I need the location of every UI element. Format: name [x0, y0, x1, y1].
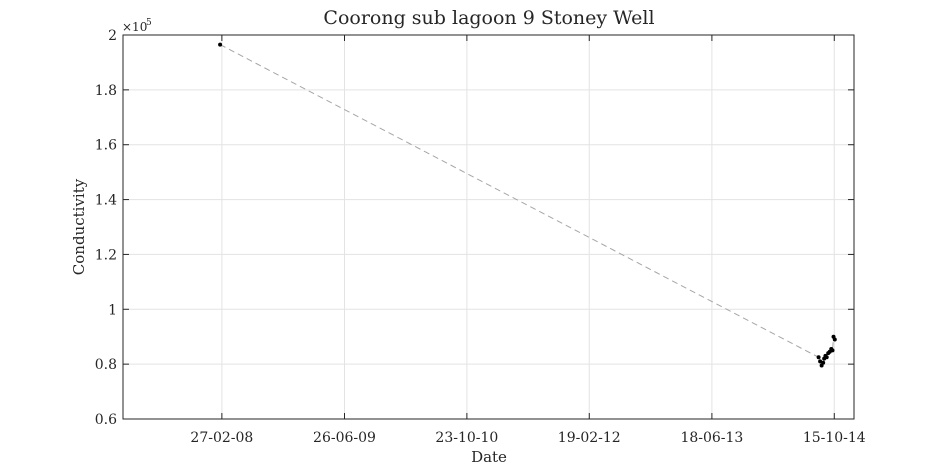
- data-point: [816, 355, 821, 360]
- data-point: [832, 337, 837, 342]
- x-tick-label: 18-06-13: [680, 430, 743, 446]
- y-tick-label: 0.6: [95, 412, 117, 428]
- data-point: [818, 359, 823, 364]
- y-axis-exponent: ×10 5: [122, 18, 152, 34]
- y-tick-label: 2: [108, 28, 117, 44]
- x-axis-label: Date: [471, 448, 507, 466]
- y-axis-label: Conductivity: [70, 178, 88, 275]
- data-point: [218, 42, 223, 47]
- plot-background: [123, 35, 854, 419]
- plot-area: 0.6 0.8 1 1.2 1.4 1.6 1.8 2 27-02-08 26-06-09 23-1…: [95, 28, 866, 446]
- x-tick-label: 23-10-10: [435, 430, 498, 446]
- x-tick-label: 15-10-14: [803, 430, 866, 446]
- x-tick-label: 27-02-08: [190, 430, 253, 446]
- data-point: [821, 360, 826, 365]
- data-point: [830, 348, 835, 353]
- y-axis-exponent-power: 5: [146, 18, 152, 28]
- y-tick-label: 1: [108, 302, 117, 318]
- y-tick-label: 1.6: [95, 138, 117, 154]
- data-point: [824, 355, 829, 360]
- y-tick-label: 1.4: [95, 193, 117, 209]
- y-tick-label: 1.8: [95, 83, 117, 99]
- axes-box: [122, 34, 855, 420]
- y-tick-label: 1.2: [95, 247, 117, 263]
- x-tick-label: 19-02-12: [558, 430, 621, 446]
- y-tick-label: 0.8: [95, 357, 117, 373]
- x-tick-label: 26-06-09: [313, 430, 376, 446]
- chart-title: Coorong sub lagoon 9 Stoney Well: [323, 7, 654, 29]
- y-axis-exponent-base: ×10: [122, 20, 147, 34]
